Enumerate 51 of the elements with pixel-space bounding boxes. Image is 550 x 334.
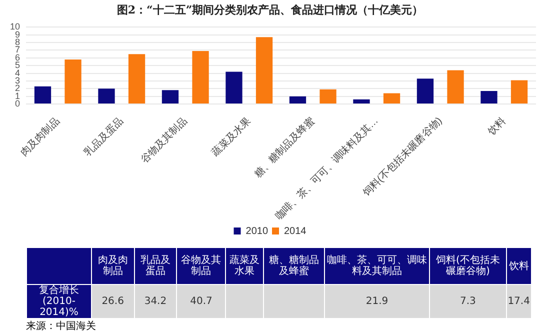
bar	[320, 89, 336, 104]
bar	[192, 51, 209, 104]
y-tick-label: 4	[14, 68, 20, 78]
data-label: 26.6	[92, 285, 134, 318]
x-tick-label: 肉及肉制品	[18, 114, 62, 159]
bar	[353, 99, 370, 104]
legend-label: 2014	[284, 226, 307, 237]
category-label: 谷物及其制品	[177, 248, 226, 284]
category-label: 咖啡、茶、可可、调味料及其制品	[324, 248, 430, 284]
chart-title: 图2：“十二五”期间分类别农产品、食品进口情况（十亿美元）	[116, 3, 424, 16]
y-tick-label: 0	[14, 98, 20, 108]
bar	[162, 90, 179, 104]
category-label: 肉及肉制品	[92, 248, 134, 284]
x-tick-label: 蔬菜及水果	[209, 114, 254, 159]
y-tick-label: 2	[14, 83, 20, 94]
bar	[480, 90, 498, 104]
bar	[226, 72, 242, 104]
y-tick-label: 1	[14, 90, 20, 101]
bar	[510, 80, 528, 104]
y-tick-label: 3	[14, 75, 20, 86]
bar	[64, 59, 82, 104]
data-label: 21.9	[324, 285, 430, 318]
bar	[447, 70, 464, 104]
bar	[34, 86, 52, 104]
bar	[98, 88, 115, 104]
y-tick-label: 9	[14, 29, 20, 40]
y-tick-label: 10	[10, 22, 20, 32]
text: 复合增长(2010-2014)%	[27, 285, 91, 318]
bar	[416, 78, 434, 104]
x-tick-label: 谷物及其制品	[138, 114, 190, 166]
category-label: 饮料	[506, 248, 531, 284]
legend-label: 2010	[246, 226, 268, 237]
category-label: 蔬菜及水果	[226, 248, 264, 284]
x-tick-label: 乳品及蛋品	[82, 114, 126, 159]
bar	[383, 93, 400, 104]
y-tick-label: 8	[14, 37, 20, 48]
source-note: 来源：中国海关	[26, 320, 96, 333]
bar	[128, 54, 146, 104]
category-label: 乳品及蛋品	[134, 248, 176, 284]
x-tick-label: 饮料	[484, 114, 508, 138]
y-tick-label: 7	[14, 44, 20, 55]
data-label: 7.3	[430, 285, 506, 318]
y-tick-label: 6	[14, 52, 20, 62]
category-label: 饲料(不包括未碾磨谷物)	[430, 248, 506, 284]
bar	[256, 37, 273, 104]
data-label: 17.4	[506, 285, 531, 318]
y-tick-label: 5	[14, 60, 20, 70]
bar	[289, 96, 306, 104]
data-label: 34.2	[134, 285, 176, 318]
category-label: 糖、糖制品及蜂蜜	[264, 248, 324, 284]
data-label: 40.7	[177, 285, 226, 318]
